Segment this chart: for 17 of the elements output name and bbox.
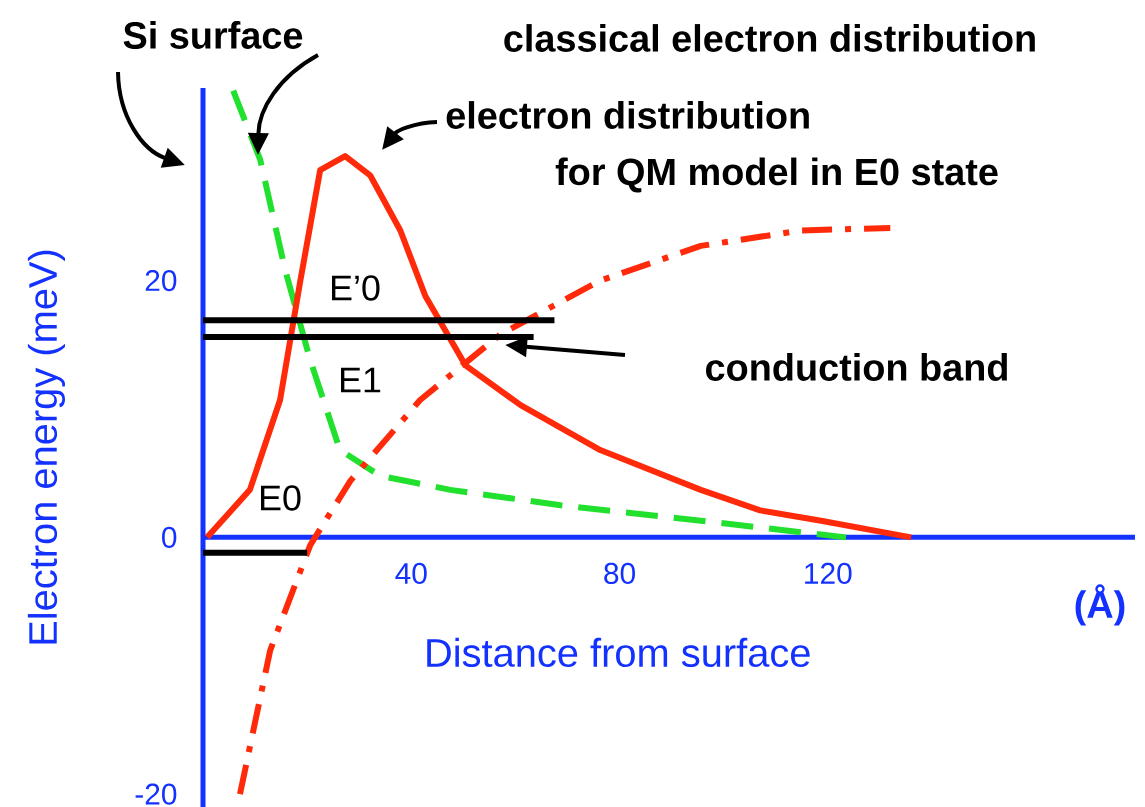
annotation: conduction band bbox=[706, 353, 1007, 381]
x-tick-label: 80 bbox=[604, 562, 635, 585]
x-tick-label: 40 bbox=[395, 562, 427, 585]
x-axis-title: Distance from surface bbox=[427, 637, 810, 668]
x-tick-label: 120 bbox=[805, 562, 852, 585]
y-tick-label: -20 bbox=[135, 783, 177, 805]
y-tick-label: 20 bbox=[145, 269, 177, 292]
annotation: electron distribution bbox=[446, 101, 809, 129]
annotation: E1 bbox=[341, 367, 381, 393]
y-tick-label: 0 bbox=[162, 526, 177, 548]
text: classical electron distribution bbox=[504, 24, 1035, 52]
annotation: E0 bbox=[261, 485, 301, 511]
y-axis-title: Electron energy (meV) bbox=[27, 250, 65, 644]
annotation: E’0 bbox=[332, 275, 380, 301]
annotation: (Å) bbox=[1075, 584, 1125, 626]
annotation: for QM model in E0 state bbox=[555, 157, 998, 193]
text: Si surface bbox=[123, 21, 303, 49]
